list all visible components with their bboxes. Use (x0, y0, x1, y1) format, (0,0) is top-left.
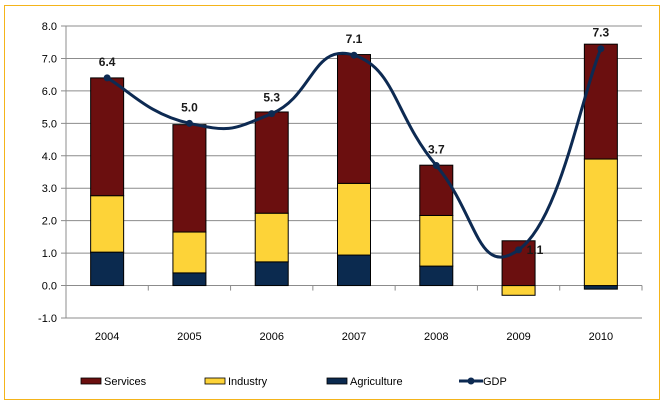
bar-industry-2008 (419, 214, 454, 267)
gdp-point-2009 (515, 246, 523, 254)
gdp-data-label: 7.1 (346, 32, 363, 46)
gdp-point-2006 (268, 110, 276, 118)
y-tick-label: 6.0 (42, 86, 57, 98)
legend-swatch-services (80, 377, 102, 385)
y-axis: 8.0 7.0 6.0 5.0 4.0 3.0 2.0 1.0 0.0 -1.0 (38, 21, 67, 325)
bar-services-2007 (337, 54, 371, 184)
gdp-point-2005 (185, 119, 193, 127)
x-tick-label: 2008 (424, 331, 448, 343)
legend-marker-gdp (467, 377, 475, 385)
gdp-line-path (106, 48, 603, 259)
data-labels: 6.4 5.0 5.3 7.1 3.7 1.1 7.3 (99, 26, 610, 257)
y-tick-label: 4.0 (42, 151, 57, 163)
y-tick-label: -1.0 (38, 313, 57, 325)
bar-services-2004 (90, 77, 125, 197)
bar-industry-2007 (337, 182, 371, 256)
y-tick-label: 5.0 (42, 118, 57, 130)
bar-industry-2006 (254, 212, 289, 263)
legend-label-services: Services (104, 376, 147, 388)
legend-label-agriculture: Agriculture (350, 376, 403, 388)
bar-agriculture-2004 (90, 251, 125, 287)
bar-industry-2004 (90, 195, 125, 253)
bar-industry-2005 (172, 231, 207, 274)
bar-agriculture-2006 (254, 261, 289, 287)
gdp-line (103, 45, 605, 259)
gdp-data-label: 1.1 (527, 243, 544, 257)
x-tick-label: 2005 (177, 331, 201, 343)
legend-swatch-industry (204, 377, 226, 385)
gdp-point-2008 (432, 162, 440, 170)
legend-label-industry: Industry (228, 376, 268, 388)
bar-agriculture-2008 (419, 265, 454, 287)
gdp-data-label: 7.3 (593, 26, 610, 40)
bar-services-2008 (419, 164, 454, 216)
legend-label-gdp: GDP (483, 376, 507, 388)
bar-services-2005 (172, 124, 207, 233)
gdp-data-label: 5.3 (263, 91, 280, 105)
gdp-point-2010 (597, 45, 605, 53)
bar-agriculture-2010 (583, 285, 618, 290)
y-tick-label: 8.0 (42, 21, 57, 33)
bar-industry-2009 (501, 285, 536, 296)
x-tick-label: 2010 (589, 331, 613, 343)
gdp-data-label: 5.0 (181, 100, 198, 114)
bar-industry-2010 (583, 158, 618, 287)
x-axis: 2004 2005 2006 2007 2008 2009 2010 (65, 285, 643, 343)
legend: Services Industry Agriculture GDP (80, 376, 507, 388)
gdp-point-2007 (350, 51, 358, 59)
gdp-data-label: 3.7 (428, 143, 445, 157)
y-tick-label: 7.0 (42, 53, 57, 65)
x-tick-label: 2004 (95, 331, 119, 343)
legend-swatch-agriculture (326, 377, 348, 385)
bar-services-2010 (583, 43, 618, 160)
y-tick-label: 1.0 (42, 248, 57, 260)
stacked-bars (90, 43, 618, 296)
y-tick-label: 0.0 (42, 281, 57, 293)
y-tick-label: 3.0 (42, 183, 57, 195)
y-tick-label: 2.0 (42, 216, 57, 228)
bar-agriculture-2005 (172, 272, 207, 287)
bar-agriculture-2007 (337, 254, 371, 287)
gdp-point-2004 (103, 74, 111, 82)
bar-services-2006 (254, 111, 289, 214)
x-tick-label: 2006 (259, 331, 283, 343)
x-tick-label: 2007 (342, 331, 366, 343)
x-tick-label: 2009 (506, 331, 530, 343)
gdp-data-label: 6.4 (99, 55, 116, 69)
